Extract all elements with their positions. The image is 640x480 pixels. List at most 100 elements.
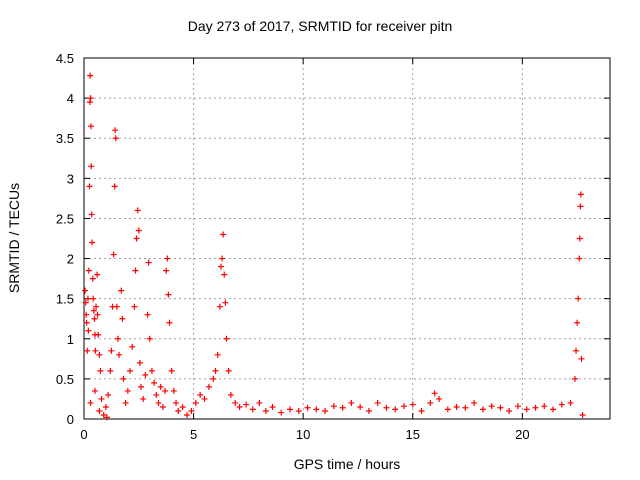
data-point xyxy=(84,295,91,302)
data-point xyxy=(256,399,263,406)
data-point xyxy=(97,367,104,374)
data-point xyxy=(409,401,416,408)
data-point xyxy=(136,359,143,366)
data-point xyxy=(322,407,329,414)
data-point xyxy=(89,239,96,246)
data-point xyxy=(577,203,584,210)
data-point xyxy=(427,399,434,406)
data-point xyxy=(85,267,92,274)
data-point xyxy=(95,331,102,338)
data-point xyxy=(278,409,285,416)
data-point xyxy=(436,395,443,402)
y-tick-label: 3.5 xyxy=(56,131,74,146)
y-tick-label: 4.5 xyxy=(56,51,74,66)
y-axis-label: SRMTID / TECUs xyxy=(6,182,22,294)
plot-frame xyxy=(83,57,611,420)
data-point xyxy=(197,391,204,398)
data-point xyxy=(142,371,149,378)
data-point xyxy=(431,390,438,397)
data-point xyxy=(201,395,208,402)
x-tick-label: 15 xyxy=(406,427,420,442)
y-tick-label: 1 xyxy=(67,332,74,347)
data-point xyxy=(120,375,127,382)
data-point xyxy=(102,403,109,410)
data-point xyxy=(573,347,580,354)
data-point xyxy=(166,319,173,326)
data-point xyxy=(85,327,92,334)
grid xyxy=(84,58,610,419)
data-point xyxy=(96,351,103,358)
data-point xyxy=(159,403,166,410)
data-point xyxy=(214,351,221,358)
y-tick-label: 2.5 xyxy=(56,211,74,226)
data-point xyxy=(225,367,232,374)
data-point xyxy=(497,404,504,411)
y-tick-label: 4 xyxy=(67,91,74,106)
data-point xyxy=(134,207,141,214)
data-point xyxy=(91,315,98,322)
data-point xyxy=(400,403,407,410)
data-point xyxy=(227,391,234,398)
data-point xyxy=(578,355,585,362)
data-point xyxy=(145,259,152,266)
data-point xyxy=(532,404,539,411)
data-point xyxy=(444,406,451,413)
data-point xyxy=(184,411,191,418)
data-point xyxy=(114,335,121,342)
data-point xyxy=(105,391,112,398)
data-point xyxy=(116,351,123,358)
data-point xyxy=(110,251,117,258)
data-point xyxy=(94,271,101,278)
x-tick-label: 5 xyxy=(190,427,197,442)
data-point xyxy=(140,395,147,402)
data-point xyxy=(295,407,302,414)
data-point xyxy=(249,406,256,413)
data-point xyxy=(232,399,239,406)
data-point xyxy=(567,399,574,406)
data-point xyxy=(82,299,89,306)
data-point xyxy=(357,403,364,410)
data-point xyxy=(90,295,97,302)
data-point xyxy=(108,347,115,354)
data-point xyxy=(262,407,269,414)
y-tick-label: 0.5 xyxy=(56,372,74,387)
data-point xyxy=(514,403,521,410)
data-point xyxy=(365,407,372,414)
data-point xyxy=(82,287,89,294)
data-point xyxy=(132,267,139,274)
data-point xyxy=(122,399,129,406)
data-point xyxy=(111,183,118,190)
data-point xyxy=(339,404,346,411)
data-point xyxy=(113,303,120,310)
data-point xyxy=(163,267,170,274)
data-point xyxy=(104,414,111,421)
x-tick-label: 0 xyxy=(80,427,87,442)
data-point xyxy=(558,401,565,408)
data-point xyxy=(212,367,219,374)
data-point xyxy=(137,383,144,390)
data-point xyxy=(173,399,180,406)
data-point xyxy=(205,383,212,390)
data-point xyxy=(107,367,114,374)
data-point xyxy=(162,387,169,394)
data-point xyxy=(170,387,177,394)
y-tick-label: 1.5 xyxy=(56,292,74,307)
data-point xyxy=(304,404,311,411)
data-point xyxy=(236,403,243,410)
data-point xyxy=(243,401,250,408)
data-point xyxy=(86,99,93,106)
data-point xyxy=(90,307,97,314)
data-point xyxy=(462,404,469,411)
data-point xyxy=(223,335,230,342)
data-point xyxy=(550,406,557,413)
x-tick-label: 20 xyxy=(515,427,529,442)
data-point xyxy=(83,319,90,326)
data-point xyxy=(453,403,460,410)
data-point xyxy=(144,311,151,318)
data-point xyxy=(93,303,100,310)
data-point xyxy=(89,275,96,282)
data-point xyxy=(119,315,126,322)
data-point xyxy=(157,383,164,390)
x-axis-label: GPS time / hours xyxy=(293,456,401,472)
